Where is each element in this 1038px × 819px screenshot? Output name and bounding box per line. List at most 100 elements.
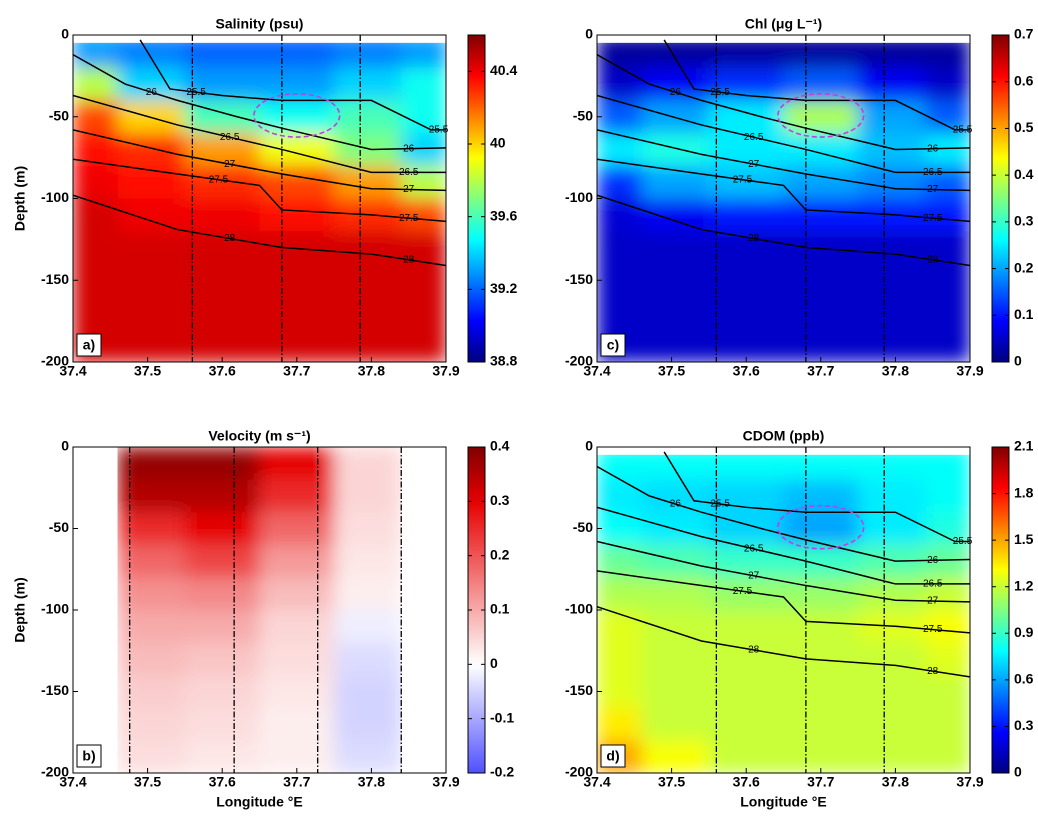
colorbar-tick-label: 2.1: [1014, 438, 1034, 454]
panel-label-box: [600, 744, 626, 768]
x-tick-label: 37.6: [209, 774, 236, 790]
y-tick-label: 0: [61, 26, 69, 42]
contour-line: [73, 158, 446, 223]
x-tick-label: 37.7: [807, 774, 834, 790]
field-cell: [184, 263, 260, 298]
colorbar-tick-label: 1.5: [1014, 531, 1034, 547]
colorbar-tick-label: 0.3: [490, 492, 510, 508]
field-cell: [73, 100, 119, 134]
colorbar-tick-label: 39.2: [490, 280, 517, 296]
field-cell: [184, 707, 260, 741]
contour-label: 26.5: [399, 167, 419, 178]
colorbar-tick-label: -0.1: [490, 709, 514, 725]
field-cell: [597, 544, 643, 578]
contour-label: 26: [927, 143, 939, 154]
field-cell: [925, 479, 970, 513]
field-cell: [259, 512, 335, 546]
colorbar-tick-label: 0.2: [490, 546, 510, 562]
field-cell: [73, 165, 119, 199]
field-cell: [783, 479, 859, 513]
contour-label: 25.5: [953, 124, 973, 135]
field-cell: [597, 610, 643, 644]
field-cell: [334, 610, 402, 644]
field-cell: [259, 577, 335, 611]
field-cell: [184, 296, 260, 330]
contour-label: 27.5: [209, 174, 229, 185]
field-cell: [708, 329, 784, 362]
field-cell: [708, 544, 784, 578]
x-tick-label: 37.4: [583, 774, 610, 790]
field-cell: [259, 675, 335, 709]
y-tick-label: 0: [585, 438, 593, 454]
field-cell: [641, 610, 710, 644]
field-cell: [259, 198, 335, 232]
field-cell: [925, 329, 970, 362]
field-cell: [597, 577, 643, 611]
contour-label: 26: [670, 87, 682, 98]
field-cell: [73, 263, 119, 298]
field-cell: [597, 100, 643, 134]
x-tick-label: 37.4: [59, 774, 86, 790]
field-cell: [597, 675, 643, 709]
field-cell: [783, 642, 859, 676]
colorbar-tick-label: 40: [490, 135, 506, 151]
x-tick-label: 37.8: [358, 363, 385, 379]
colorbar-tick-label: 1.8: [1014, 484, 1034, 500]
field-cell: [708, 642, 784, 676]
field-cell: [334, 100, 402, 134]
y-tick-label: -150: [565, 682, 593, 698]
field-cell: [708, 675, 784, 709]
contour-label: 27.5: [399, 213, 419, 224]
field-cell: [259, 447, 335, 481]
highlight-ellipse: [253, 93, 341, 138]
colorbar-tick-label: 0.1: [490, 601, 510, 617]
field-cell: [708, 296, 784, 330]
chart-title: CDOM (ppb): [743, 428, 825, 444]
field-cell: [783, 740, 859, 773]
x-tick-label: 37.8: [882, 363, 909, 379]
field-cell: [858, 231, 926, 265]
contour-label: 26: [146, 87, 158, 98]
field-cell: [783, 100, 859, 134]
field-cell: [925, 133, 970, 167]
panel-label-box: [76, 333, 102, 357]
x-tick-label: 37.7: [283, 363, 310, 379]
x-tick-label: 37.4: [59, 363, 86, 379]
x-tick-label: 37.9: [956, 363, 983, 379]
contour-line: [73, 94, 446, 174]
y-tick-label: -100: [41, 601, 69, 617]
field-cells: [73, 35, 446, 362]
field-cell: [334, 642, 402, 676]
field-cell: [783, 198, 859, 232]
field-cell: [597, 479, 643, 513]
field: [73, 35, 446, 362]
field-cell: [259, 296, 335, 330]
field-cell: [597, 512, 643, 546]
field-cell: [925, 165, 970, 199]
highlight-ellipse: [777, 504, 865, 550]
colorbar-tick-label: 0: [1014, 764, 1022, 780]
field-cell: [641, 263, 710, 298]
colorbar-tick-label: 40.4: [490, 62, 517, 78]
field-cell: [925, 512, 970, 546]
colorbar-tick-label: 1.2: [1014, 577, 1034, 593]
field-cell: [641, 577, 710, 611]
field-cells: [597, 35, 970, 362]
colorbar-tick-label: 0.4: [1014, 166, 1034, 182]
contour-line: [597, 506, 970, 585]
field-cell: [184, 479, 260, 513]
contour-line: [663, 39, 970, 131]
field-cell: [597, 296, 643, 330]
colorbar: [467, 34, 486, 363]
field-cell: [117, 610, 186, 644]
field-cell: [783, 231, 859, 265]
x-tick-label: 37.8: [358, 774, 385, 790]
contour-label: 27.5: [923, 624, 943, 635]
field-cell: [401, 165, 446, 199]
field-cell: [858, 675, 926, 709]
field-cell: [783, 263, 859, 298]
field: [117, 447, 402, 773]
field-cell: [117, 707, 186, 741]
field-cell: [858, 707, 926, 741]
